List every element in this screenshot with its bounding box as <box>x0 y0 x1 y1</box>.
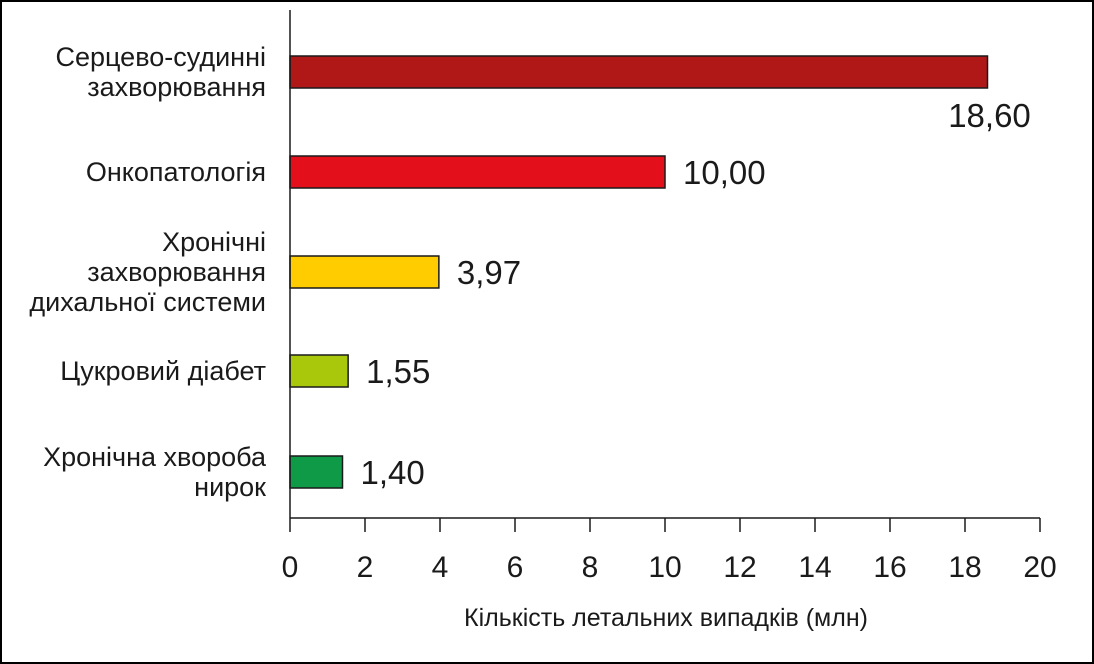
value-label-3: 3,97 <box>457 254 521 291</box>
category-label-line: Цукровий діабет <box>60 356 266 386</box>
category-label-line: захворювання <box>87 72 266 102</box>
value-label-4: 1,55 <box>366 353 430 390</box>
bar-2 <box>289 155 666 189</box>
bars-layer <box>289 55 989 489</box>
category-label-5: Хронічна хвороба нирок <box>43 442 267 502</box>
bar-5 <box>289 455 344 489</box>
category-label-1: Серцево-судинні захворювання <box>55 42 266 102</box>
value-label-2: 10,00 <box>683 154 766 191</box>
x-tick-label: 10 <box>648 551 681 584</box>
x-axis-title: Кількість летальних випадків (млн) <box>464 604 868 632</box>
category-label-line: нирок <box>194 472 266 502</box>
bar-4 <box>289 354 349 388</box>
category-label-line: дихальної системи <box>29 287 266 317</box>
x-tick-label: 20 <box>1023 551 1056 584</box>
category-label-line: захворювання <box>87 257 266 287</box>
x-tick-label: 18 <box>948 551 981 584</box>
category-label-4: Цукровий діабет <box>60 356 266 386</box>
x-tick-label: 2 <box>357 551 374 584</box>
x-tick-label: 4 <box>432 551 449 584</box>
category-label-3: Хронічні захворювання дихальної системи <box>29 227 266 317</box>
category-label-line: Хронічна хвороба <box>43 442 267 472</box>
x-tick-label: 12 <box>723 551 756 584</box>
value-label-1: 18,60 <box>948 97 1031 134</box>
x-tick-label: 14 <box>798 551 831 584</box>
x-axis: 0 2 4 6 8 10 12 14 16 18 20 <box>282 10 1057 584</box>
value-label-5: 1,40 <box>361 454 425 491</box>
x-tick-label: 0 <box>282 551 299 584</box>
x-tick-label: 8 <box>582 551 599 584</box>
x-tick-label: 6 <box>507 551 524 584</box>
bar-1 <box>289 55 989 89</box>
category-label-line: Онкопатологія <box>86 157 266 187</box>
bar-3 <box>289 255 440 289</box>
x-tick-label: 16 <box>873 551 906 584</box>
category-label-line: Серцево-судинні <box>55 42 266 72</box>
category-label-2: Онкопатологія <box>86 157 266 187</box>
category-label-line: Хронічні <box>162 227 266 257</box>
